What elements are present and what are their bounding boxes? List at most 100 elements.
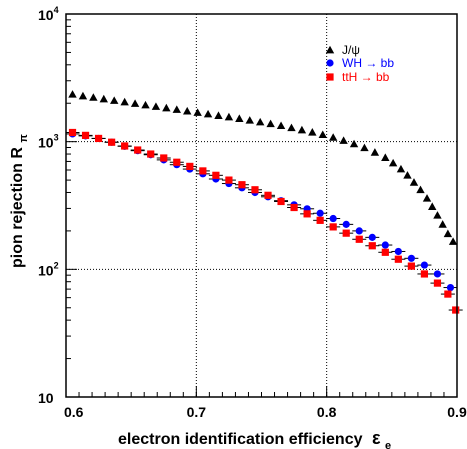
data-point [407, 254, 415, 262]
data-point [316, 216, 324, 224]
data-point [287, 123, 296, 132]
data-point [212, 171, 220, 179]
y-tick-label: 10 [38, 390, 54, 406]
data-series [65, 90, 463, 314]
axis-ticks [65, 13, 458, 398]
data-point [329, 214, 337, 223]
data-point [225, 176, 233, 184]
data-point [416, 185, 425, 194]
data-point [141, 100, 150, 109]
series-triangle [68, 90, 458, 245]
data-point [78, 91, 88, 100]
x-tick-label: 0.9 [447, 404, 467, 420]
data-point [318, 130, 327, 139]
data-point [342, 220, 350, 228]
data-point [130, 99, 140, 107]
data-point [328, 133, 338, 141]
data-point [290, 203, 298, 212]
grid-lines [66, 14, 457, 397]
legend-marker [326, 59, 334, 67]
data-point [238, 181, 246, 189]
legend-label: ttH → bb [342, 70, 390, 84]
data-point [193, 108, 202, 116]
data-point [251, 186, 259, 194]
x-axis-title-text: electron identification efficiency [118, 431, 363, 448]
data-point [68, 90, 77, 98]
data-point [199, 167, 207, 175]
data-point [203, 109, 213, 118]
data-point [120, 97, 129, 106]
data-point [160, 154, 168, 162]
y-tick-exponent: 2 [54, 260, 59, 270]
data-point [381, 248, 389, 256]
data-point [99, 94, 108, 103]
data-point [339, 136, 348, 144]
data-point [316, 209, 324, 217]
y-tick-label: 103 [38, 133, 59, 151]
data-point [297, 125, 307, 134]
y-axis-subscript: π [18, 134, 30, 143]
data-point [446, 283, 455, 292]
data-point [303, 210, 311, 218]
x-tick-label: 0.7 [187, 404, 207, 420]
x-tick-label: 0.6 [64, 404, 84, 420]
data-point [108, 138, 116, 146]
data-point [360, 143, 369, 152]
y-tick-base: 10 [38, 390, 54, 406]
y-tick-exponent: 3 [54, 133, 59, 143]
data-point [151, 102, 161, 110]
data-point [422, 194, 432, 202]
data-point [394, 247, 402, 256]
x-tick-label: 0.8 [317, 404, 337, 420]
data-point [420, 270, 429, 278]
data-point [388, 158, 398, 167]
data-point [255, 117, 265, 126]
data-point [381, 241, 389, 249]
data-point [433, 211, 442, 219]
data-point [245, 116, 254, 124]
data-point [186, 162, 194, 171]
series-square [65, 128, 463, 314]
data-point [433, 279, 442, 287]
legend-marker [326, 73, 334, 81]
data-point [134, 146, 142, 154]
y-tick-base: 10 [38, 7, 54, 23]
data-point [329, 223, 337, 231]
y-tick-base: 10 [38, 262, 54, 278]
y-tick-base: 10 [38, 135, 54, 151]
y-tick-label: 104 [38, 5, 59, 23]
data-point [438, 220, 447, 228]
data-point [409, 178, 419, 186]
data-point [396, 164, 406, 173]
data-point [81, 131, 90, 139]
data-point [173, 158, 181, 166]
data-point [342, 229, 350, 237]
data-point [368, 233, 376, 241]
series-circle [65, 130, 458, 292]
data-point [381, 153, 390, 161]
data-point [110, 96, 119, 104]
data-point [420, 261, 429, 269]
y-tick-label: 102 [38, 260, 59, 278]
data-point [277, 197, 285, 206]
data-point [94, 134, 103, 143]
data-point [172, 105, 181, 113]
data-point [68, 128, 77, 137]
data-point [370, 148, 380, 156]
data-point [162, 103, 171, 112]
x-axis-symbol: ε [372, 428, 381, 448]
data-point [308, 128, 317, 136]
data-point [235, 114, 244, 122]
data-point [147, 150, 155, 158]
data-point [394, 255, 402, 263]
x-axis-title: electron identification efficiency ε e [118, 428, 391, 449]
data-point [407, 262, 415, 270]
data-point [214, 111, 223, 119]
data-point [89, 93, 98, 101]
legend-marker [325, 45, 335, 54]
data-point [276, 121, 286, 130]
data-point [452, 306, 460, 314]
